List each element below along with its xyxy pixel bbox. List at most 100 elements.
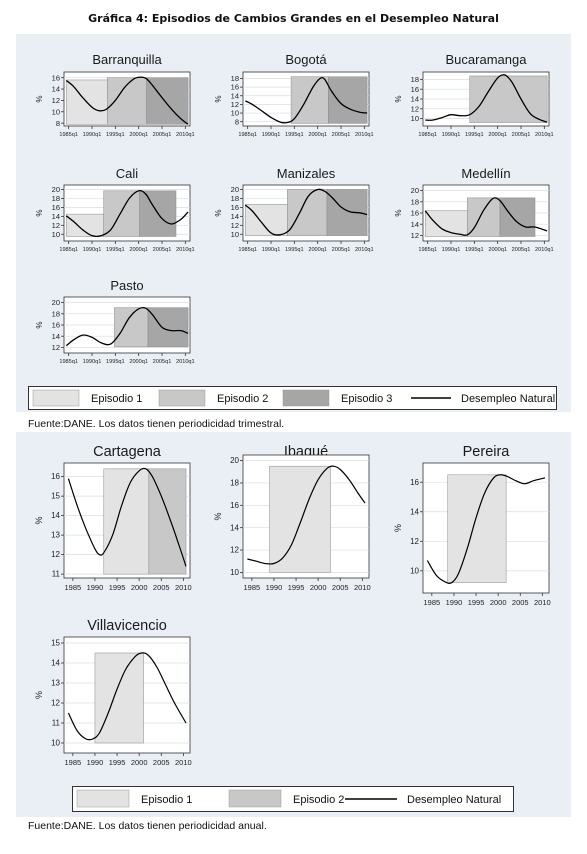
ytick-label-pereira-3: 16 xyxy=(410,478,419,487)
ytick-label-pasto-0: 12 xyxy=(52,343,60,352)
xtick-label-cali-4: 2005q1 xyxy=(153,247,172,253)
ytick-label-villavicencio-2: 12 xyxy=(51,699,60,708)
ytick-label-villavicencio-1: 11 xyxy=(52,719,61,728)
episode-1-band-ibague xyxy=(269,465,331,573)
xtick-label-villavicencio-2: 1995 xyxy=(109,758,126,767)
legend-annual: Episodio 1 Episodio 2 Desempleo Natural xyxy=(72,786,514,812)
xtick-label-pasto-4: 2005q1 xyxy=(153,359,172,365)
xtick-label-pasto-2: 1995q1 xyxy=(106,359,125,365)
xtick-label-ibague-3: 2000 xyxy=(310,583,327,592)
chart-title-barranquilla: Barranquilla xyxy=(92,52,162,67)
ytick-label-pereira-0: 10 xyxy=(410,566,419,575)
ytick-label-cartagena-0: 11 xyxy=(52,570,61,579)
xtick-label-barranquilla-0: 1985q1 xyxy=(59,132,78,138)
xtick-label-cartagena-1: 1990 xyxy=(87,583,104,592)
legend-bottom-swatch-episodio-2 xyxy=(228,789,282,808)
episode-1-band-pereira xyxy=(447,474,507,583)
ytick-label-bogota-4: 16 xyxy=(231,83,239,92)
xtick-label-manizales-3: 2000q1 xyxy=(308,247,327,253)
xtick-label-pereira-1: 1990 xyxy=(446,598,463,607)
legend-top-label-desempleo-natural: Desempleo Natural xyxy=(461,393,555,405)
xtick-label-cali-0: 1985q1 xyxy=(59,247,78,253)
chart-medellin: Medellín 12 14 16 18 20% 1985q1 1990q1 1995q1 200… xyxy=(394,166,554,253)
episode-1-band-manizales xyxy=(245,204,288,236)
xtick-label-bucaramanga-0: 1985q1 xyxy=(418,132,437,138)
ytick-label-bogota-1: 10 xyxy=(231,109,239,118)
chart-title-bogota: Bogotá xyxy=(285,52,327,67)
ytick-label-barranquilla-3: 14 xyxy=(52,85,60,94)
xtick-label-cartagena-3: 2000 xyxy=(131,583,148,592)
xtick-label-bucaramanga-4: 2005q1 xyxy=(512,132,531,138)
xtick-label-medellin-3: 2000q1 xyxy=(488,247,507,253)
episode-3-band-pasto xyxy=(147,307,189,348)
ytick-label-barranquilla-2: 12 xyxy=(52,96,60,105)
legend-top-label-episodio-3: Episodio 3 xyxy=(341,393,392,405)
xtick-label-ibague-5: 2010 xyxy=(354,583,371,592)
xtick-label-bogota-0: 1985q1 xyxy=(238,132,257,138)
chart-title-cartagena: Cartagena xyxy=(93,444,162,460)
y-axis-label-manizales: % xyxy=(214,209,223,216)
ytick-label-manizales-5: 20 xyxy=(231,185,239,194)
ytick-label-bucaramanga-4: 18 xyxy=(411,75,419,84)
xtick-label-manizales-4: 2005q1 xyxy=(332,247,351,253)
ytick-label-ibague-2: 14 xyxy=(230,523,239,532)
series-line-cali xyxy=(65,189,189,237)
xtick-label-cali-5: 2010q1 xyxy=(176,247,195,253)
xtick-label-bucaramanga-2: 1995q1 xyxy=(465,132,484,138)
chart-villavicencio: Villavicencio 10 11 12 13 14 15% 1985 1990 1995 20… xyxy=(34,618,192,767)
ytick-label-cartagena-2: 13 xyxy=(51,531,60,540)
chart-title-pasto: Pasto xyxy=(110,278,143,293)
xtick-label-villavicencio-5: 2010 xyxy=(175,758,192,767)
ytick-label-manizales-4: 18 xyxy=(231,194,239,203)
xtick-label-manizales-2: 1995q1 xyxy=(285,247,304,253)
ytick-label-pereira-1: 12 xyxy=(410,537,419,546)
xtick-label-pasto-5: 2010q1 xyxy=(176,359,195,365)
episode-2-band-bucaramanga xyxy=(469,75,548,123)
episode-3-band-barranquilla xyxy=(146,77,189,125)
ytick-label-barranquilla-1: 10 xyxy=(52,107,60,116)
xtick-label-pereira-2: 1995 xyxy=(468,598,485,607)
source-note-annual: Fuente:DANE. Los datos tienen periodicid… xyxy=(28,820,267,832)
xtick-label-cali-2: 1995q1 xyxy=(106,247,125,253)
ytick-label-manizales-2: 14 xyxy=(231,212,239,221)
episode-1-band-cali xyxy=(66,213,104,237)
ytick-label-ibague-3: 16 xyxy=(230,501,239,510)
ytick-label-villavicencio-3: 13 xyxy=(51,679,60,688)
episode-1-band-medellin xyxy=(425,210,468,237)
y-axis-label-villavicencio: % xyxy=(34,691,44,699)
xtick-label-pasto-1: 1990q1 xyxy=(83,359,102,365)
legend-top-swatch-episodio-3 xyxy=(282,389,330,407)
xtick-label-cartagena-4: 2005 xyxy=(153,583,170,592)
xtick-label-barranquilla-2: 1995q1 xyxy=(106,132,125,138)
episode-2-band-cartagena xyxy=(148,468,187,575)
y-axis-label-pereira: % xyxy=(393,524,403,532)
chart-title-manizales: Manizales xyxy=(277,166,336,181)
xtick-label-bogota-1: 1990q1 xyxy=(262,132,281,138)
xtick-label-pasto-3: 2000q1 xyxy=(129,359,148,365)
ytick-label-pasto-3: 18 xyxy=(52,309,60,318)
ytick-label-ibague-5: 20 xyxy=(230,456,239,465)
xtick-label-barranquilla-3: 2000q1 xyxy=(129,132,148,138)
xtick-label-bucaramanga-3: 2000q1 xyxy=(488,132,507,138)
xtick-label-ibague-4: 2005 xyxy=(332,583,349,592)
legend-annual-graphic: Episodio 1 Episodio 2 Desempleo Natural xyxy=(76,789,501,808)
ytick-label-ibague-0: 10 xyxy=(230,568,239,577)
chart-title-bucaramanga: Bucaramanga xyxy=(446,52,528,67)
ytick-label-manizales-0: 10 xyxy=(231,230,239,239)
series-line-bogota xyxy=(245,76,368,124)
legend-quarterly: Episodio 1 Episodio 2 Episodio 3 Desempleo … xyxy=(28,386,557,410)
chart-title-villavicencio: Villavicencio xyxy=(87,618,167,634)
legend-top-swatch-episodio-1 xyxy=(32,389,80,407)
chart-title-medellin: Medellín xyxy=(461,166,510,181)
source-note-quarterly: Fuente:DANE. Los datos tienen periodicid… xyxy=(28,418,285,430)
xtick-label-cali-3: 2000q1 xyxy=(129,247,148,253)
ytick-label-ibague-4: 18 xyxy=(230,479,239,488)
ytick-label-pereira-2: 14 xyxy=(410,507,419,516)
xtick-label-bogota-5: 2010q1 xyxy=(355,132,374,138)
xtick-label-bogota-4: 2005q1 xyxy=(332,132,351,138)
xtick-label-pereira-3: 2000 xyxy=(490,598,507,607)
